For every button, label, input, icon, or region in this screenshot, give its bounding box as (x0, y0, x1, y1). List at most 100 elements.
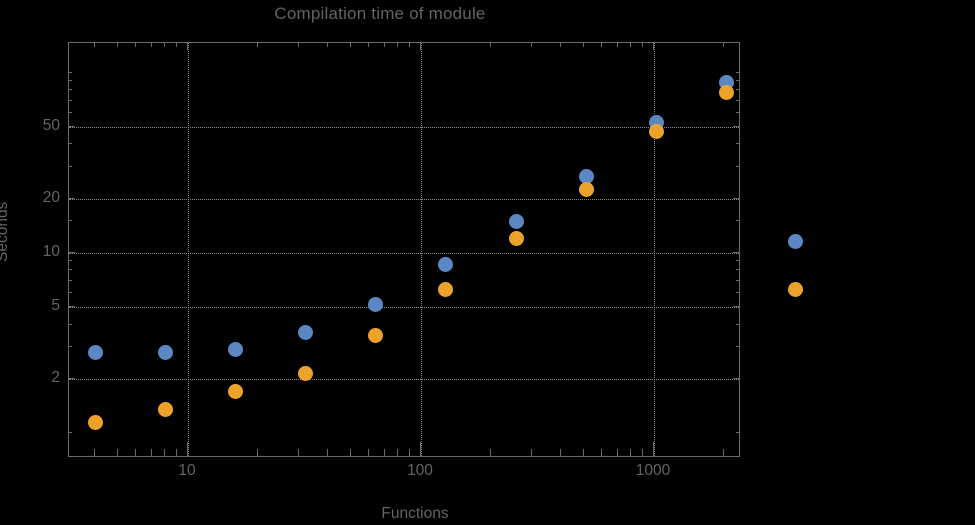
data-point[interactable] (228, 384, 244, 400)
y-tick-mark (736, 165, 740, 167)
y-tick-label: 10 (42, 243, 60, 260)
data-point[interactable] (438, 257, 454, 273)
x-tick-mark (616, 42, 618, 47)
y-tick-mark (736, 269, 740, 271)
chart-title: Compilation time of module (274, 4, 486, 23)
x-tick-mark (420, 442, 421, 457)
x-tick-mark (560, 42, 562, 47)
data-point[interactable] (298, 325, 314, 341)
x-tick-mark (257, 42, 259, 47)
x-tick-mark (176, 449, 178, 457)
x-tick-mark (187, 442, 188, 457)
y-tick-mark (68, 378, 75, 379)
x-tick-mark (582, 449, 584, 457)
x-tick-mark (490, 449, 492, 457)
x-tick-mark (560, 449, 562, 457)
data-point[interactable] (508, 213, 524, 229)
data-point[interactable] (508, 231, 524, 247)
x-tick-label: 100 (407, 462, 433, 479)
y-tick-mark (733, 197, 740, 199)
y-tick-label: 5 (51, 297, 60, 315)
x-tick-mark (135, 42, 137, 47)
x-tick-mark (601, 42, 603, 47)
x-tick-mark (642, 42, 644, 47)
x-tick-mark (723, 42, 725, 47)
x-tick-mark (582, 42, 584, 47)
gridline-vertical (654, 43, 655, 456)
x-tick-mark (327, 42, 329, 47)
x-tick-mark (164, 42, 166, 47)
x-tick-mark (397, 42, 399, 47)
data-point[interactable] (578, 169, 594, 185)
y-tick-mark (736, 99, 740, 101)
y-tick-mark (736, 279, 740, 281)
data-point[interactable] (157, 402, 173, 418)
y-axis-label: Seconds (0, 201, 11, 262)
data-point[interactable] (438, 281, 454, 297)
x-tick-mark (616, 449, 618, 457)
y-tick-mark (736, 89, 740, 91)
x-tick-mark (653, 42, 654, 50)
y-tick-mark (736, 143, 740, 145)
data-point[interactable] (368, 327, 384, 343)
y-tick-mark (68, 71, 72, 73)
y-tick-mark (736, 260, 740, 262)
gridline-vertical (188, 43, 189, 456)
y-tick-mark (68, 143, 72, 145)
x-tick-mark (327, 449, 329, 457)
y-tick-mark (736, 306, 740, 308)
y-tick-mark (68, 79, 72, 81)
gridline-vertical (421, 43, 422, 456)
x-tick-mark (176, 42, 178, 47)
x-tick-label: 10 (178, 462, 196, 479)
x-tick-mark (531, 42, 533, 47)
data-point[interactable] (368, 296, 384, 312)
y-tick-mark (736, 323, 740, 325)
y-tick-mark (68, 279, 72, 281)
x-tick-mark (257, 449, 259, 457)
gridline-horizontal (69, 127, 739, 128)
y-tick-label: 50 (42, 117, 60, 134)
y-tick-mark (68, 432, 72, 434)
data-point[interactable] (228, 342, 244, 358)
y-tick-mark (68, 346, 72, 348)
y-tick-mark (68, 165, 72, 167)
plot-area (68, 42, 740, 457)
data-point[interactable] (578, 182, 594, 197)
x-tick-label: 1000 (635, 462, 671, 479)
x-tick-mark (150, 42, 152, 47)
data-point[interactable] (87, 414, 103, 430)
y-tick-mark (736, 111, 740, 113)
data-point[interactable] (719, 84, 735, 100)
y-tick-mark (68, 111, 72, 113)
x-tick-mark (642, 449, 644, 457)
data-point[interactable] (87, 345, 103, 361)
x-tick-mark (531, 449, 533, 457)
y-tick-mark (68, 220, 72, 222)
y-tick-mark (733, 252, 740, 253)
x-tick-mark (187, 42, 188, 50)
x-tick-mark (135, 449, 137, 457)
data-point[interactable] (648, 124, 664, 140)
y-tick-mark (68, 252, 75, 253)
x-tick-mark (630, 449, 632, 457)
data-point[interactable] (298, 365, 314, 381)
x-tick-mark (383, 449, 385, 457)
y-tick-mark (68, 99, 72, 101)
data-point[interactable] (788, 281, 804, 297)
x-tick-mark (409, 449, 411, 457)
y-tick-mark (736, 432, 740, 434)
data-point[interactable] (788, 233, 804, 249)
y-tick-mark (68, 323, 72, 325)
y-tick-mark (68, 260, 72, 262)
gridline-horizontal (69, 253, 739, 254)
x-tick-mark (368, 449, 370, 457)
y-tick-label: 2 (51, 369, 60, 386)
y-tick-mark (68, 291, 72, 293)
y-tick-mark (733, 126, 740, 127)
y-tick-mark (68, 197, 75, 199)
data-point[interactable] (157, 345, 173, 361)
y-tick-mark (736, 71, 740, 73)
x-tick-mark (298, 449, 300, 457)
